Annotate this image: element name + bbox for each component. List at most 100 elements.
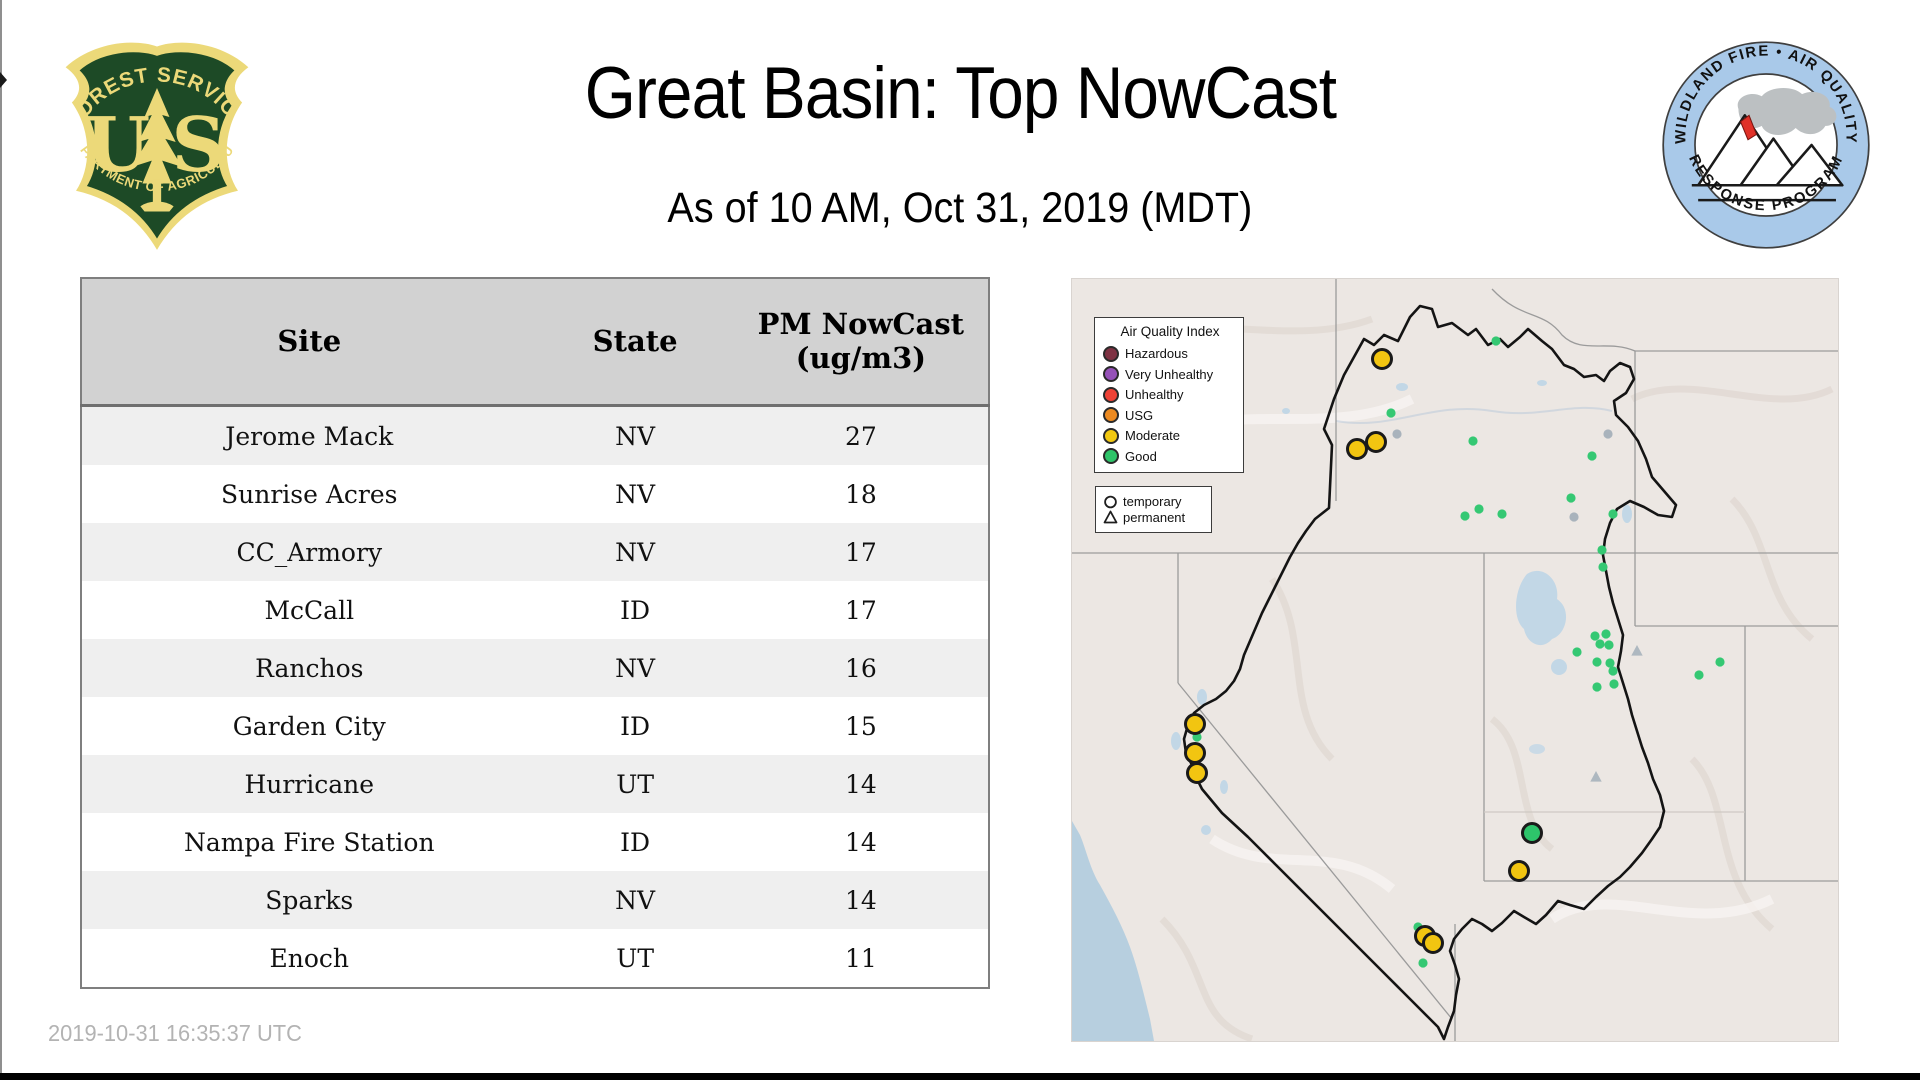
- temporary-circle-icon: [1104, 495, 1117, 508]
- monitor-markers: [1184, 336, 1725, 968]
- table-row: Jerome Mack NV 27: [81, 405, 989, 465]
- map-marker-gray_perm: [1392, 429, 1402, 439]
- aqi-legend-item: Unhealthy: [1103, 386, 1237, 403]
- value-cell: 14: [844, 769, 877, 799]
- state-cell: NV: [615, 885, 656, 915]
- aqi-legend-label: USG: [1125, 407, 1154, 423]
- map-marker-moderate_temp: [1371, 348, 1393, 370]
- map-marker-gray_tri: [1631, 645, 1643, 656]
- value-cell: 15: [844, 711, 877, 741]
- air-quality-program-logo: WILDLAND FIRE • AIR QUALITY RESPONSE PRO…: [1662, 41, 1870, 249]
- table-row: McCall ID 17: [81, 581, 989, 639]
- state-cell: ID: [620, 711, 651, 741]
- aqi-legend-title: Air Quality Index: [1120, 324, 1220, 339]
- state-cell: NV: [615, 479, 656, 509]
- map-marker-moderate_temp: [1346, 438, 1368, 460]
- state-borders: [1072, 279, 1838, 1041]
- table-row: Hurricane UT 14: [81, 755, 989, 813]
- aqi-legend-label: Good: [1125, 448, 1157, 464]
- state-cell: NV: [615, 537, 656, 567]
- map-marker-gray_tri: [1590, 771, 1602, 782]
- site-cell: Sunrise Acres: [221, 479, 398, 509]
- window-edge-notch: [0, 72, 7, 88]
- map-marker-good_perm: [1474, 504, 1484, 514]
- type-legend-item-temporary: temporary: [1103, 495, 1205, 509]
- state-cell: UT: [616, 943, 654, 973]
- value-cell: 17: [844, 595, 877, 625]
- value-cell: 14: [844, 885, 877, 915]
- site-cell: Sparks: [265, 885, 354, 915]
- aqi-legend-item: USG: [1103, 407, 1237, 423]
- map-marker-good_perm: [1491, 336, 1501, 346]
- map-marker-good_perm: [1468, 436, 1478, 446]
- map-marker-good_perm: [1595, 639, 1605, 649]
- value-cell: 11: [844, 943, 877, 973]
- map-marker-good_perm: [1694, 670, 1704, 680]
- map-marker-good_perm: [1608, 666, 1618, 676]
- table-row: Sunrise Acres NV 18: [81, 465, 989, 523]
- state-cell: ID: [620, 827, 651, 857]
- state-cell: UT: [616, 769, 654, 799]
- mountains-icon: [1691, 114, 1844, 202]
- site-cell: Hurricane: [244, 769, 375, 799]
- map-marker-good_perm: [1590, 631, 1600, 641]
- state-cell: ID: [620, 595, 651, 625]
- smoke-plume-icon: [1737, 88, 1837, 136]
- map-marker-good_perm: [1572, 647, 1582, 657]
- map-marker-good_perm: [1598, 562, 1608, 572]
- map-marker-good_perm: [1587, 451, 1597, 461]
- map-marker-moderate_temp: [1184, 742, 1206, 764]
- window-left-border: [0, 0, 2, 1080]
- site-cell: Jerome Mack: [225, 421, 394, 451]
- map-marker-moderate_temp: [1508, 860, 1530, 882]
- map-marker-good_perm: [1386, 408, 1396, 418]
- map-marker-good_perm: [1592, 657, 1602, 667]
- page-subtitle: As of 10 AM, Oct 31, 2019 (MDT): [667, 184, 1253, 232]
- monitor-type-legend: temporary permanent: [1095, 486, 1212, 533]
- type-legend-label: temporary: [1123, 494, 1182, 509]
- map-marker-good_perm: [1715, 657, 1725, 667]
- state-cell: NV: [615, 421, 656, 451]
- table-header-row: Site State PM NowCast (ug/m3): [81, 278, 989, 407]
- aqi-color-swatch: [1103, 386, 1119, 403]
- value-cell: 27: [844, 421, 877, 451]
- map-marker-good_perm: [1460, 511, 1470, 521]
- aqi-legend-item: Moderate: [1103, 427, 1237, 444]
- aqi-color-swatch: [1103, 407, 1119, 423]
- aqi-legend-item: Good: [1103, 448, 1237, 464]
- map-marker-good_perm: [1608, 509, 1618, 519]
- map-marker-good_perm: [1418, 958, 1428, 968]
- map-marker-moderate_temp: [1186, 762, 1208, 784]
- map-marker-good_perm: [1592, 682, 1602, 692]
- aqi-legend-item: Very Unhealthy: [1103, 366, 1237, 382]
- map-marker-good_perm: [1497, 509, 1507, 519]
- permanent-triangle-icon: [1103, 510, 1118, 524]
- aqi-legend-label: Hazardous: [1125, 346, 1188, 361]
- map-marker-moderate_temp: [1365, 431, 1387, 453]
- site-cell: Garden City: [232, 711, 386, 741]
- aqi-legend-label: Unhealthy: [1125, 387, 1184, 402]
- type-legend-label: permanent: [1123, 509, 1186, 525]
- aqi-color-swatch: [1103, 427, 1119, 444]
- pine-tree-icon: [132, 87, 182, 212]
- map-marker-good_perm: [1597, 545, 1607, 555]
- site-cell: CC_Armory: [236, 537, 383, 567]
- map-marker-good_temp: [1521, 822, 1543, 844]
- aqi-color-swatch: [1103, 345, 1119, 362]
- aqi-legend-item: Hazardous: [1103, 345, 1237, 362]
- aqi-legend-label: Moderate: [1125, 428, 1180, 443]
- site-cell: Nampa Fire Station: [183, 827, 435, 857]
- map-marker-moderate_temp: [1422, 932, 1444, 954]
- value-cell: 16: [844, 653, 877, 683]
- page-title: Great Basin: Top NowCast: [584, 53, 1336, 134]
- col-header-site: Site: [81, 278, 537, 407]
- aqi-color-swatch: [1103, 366, 1119, 382]
- aqi-color-swatch: [1103, 448, 1119, 464]
- col-header-state: State: [536, 278, 734, 407]
- map-marker-gray_perm: [1569, 512, 1579, 522]
- generation-timestamp: 2019-10-31 16:35:37 UTC: [48, 1020, 302, 1046]
- table-row: Ranchos NV 16: [81, 639, 989, 697]
- site-cell: Enoch: [269, 943, 350, 973]
- value-cell: 18: [844, 479, 877, 509]
